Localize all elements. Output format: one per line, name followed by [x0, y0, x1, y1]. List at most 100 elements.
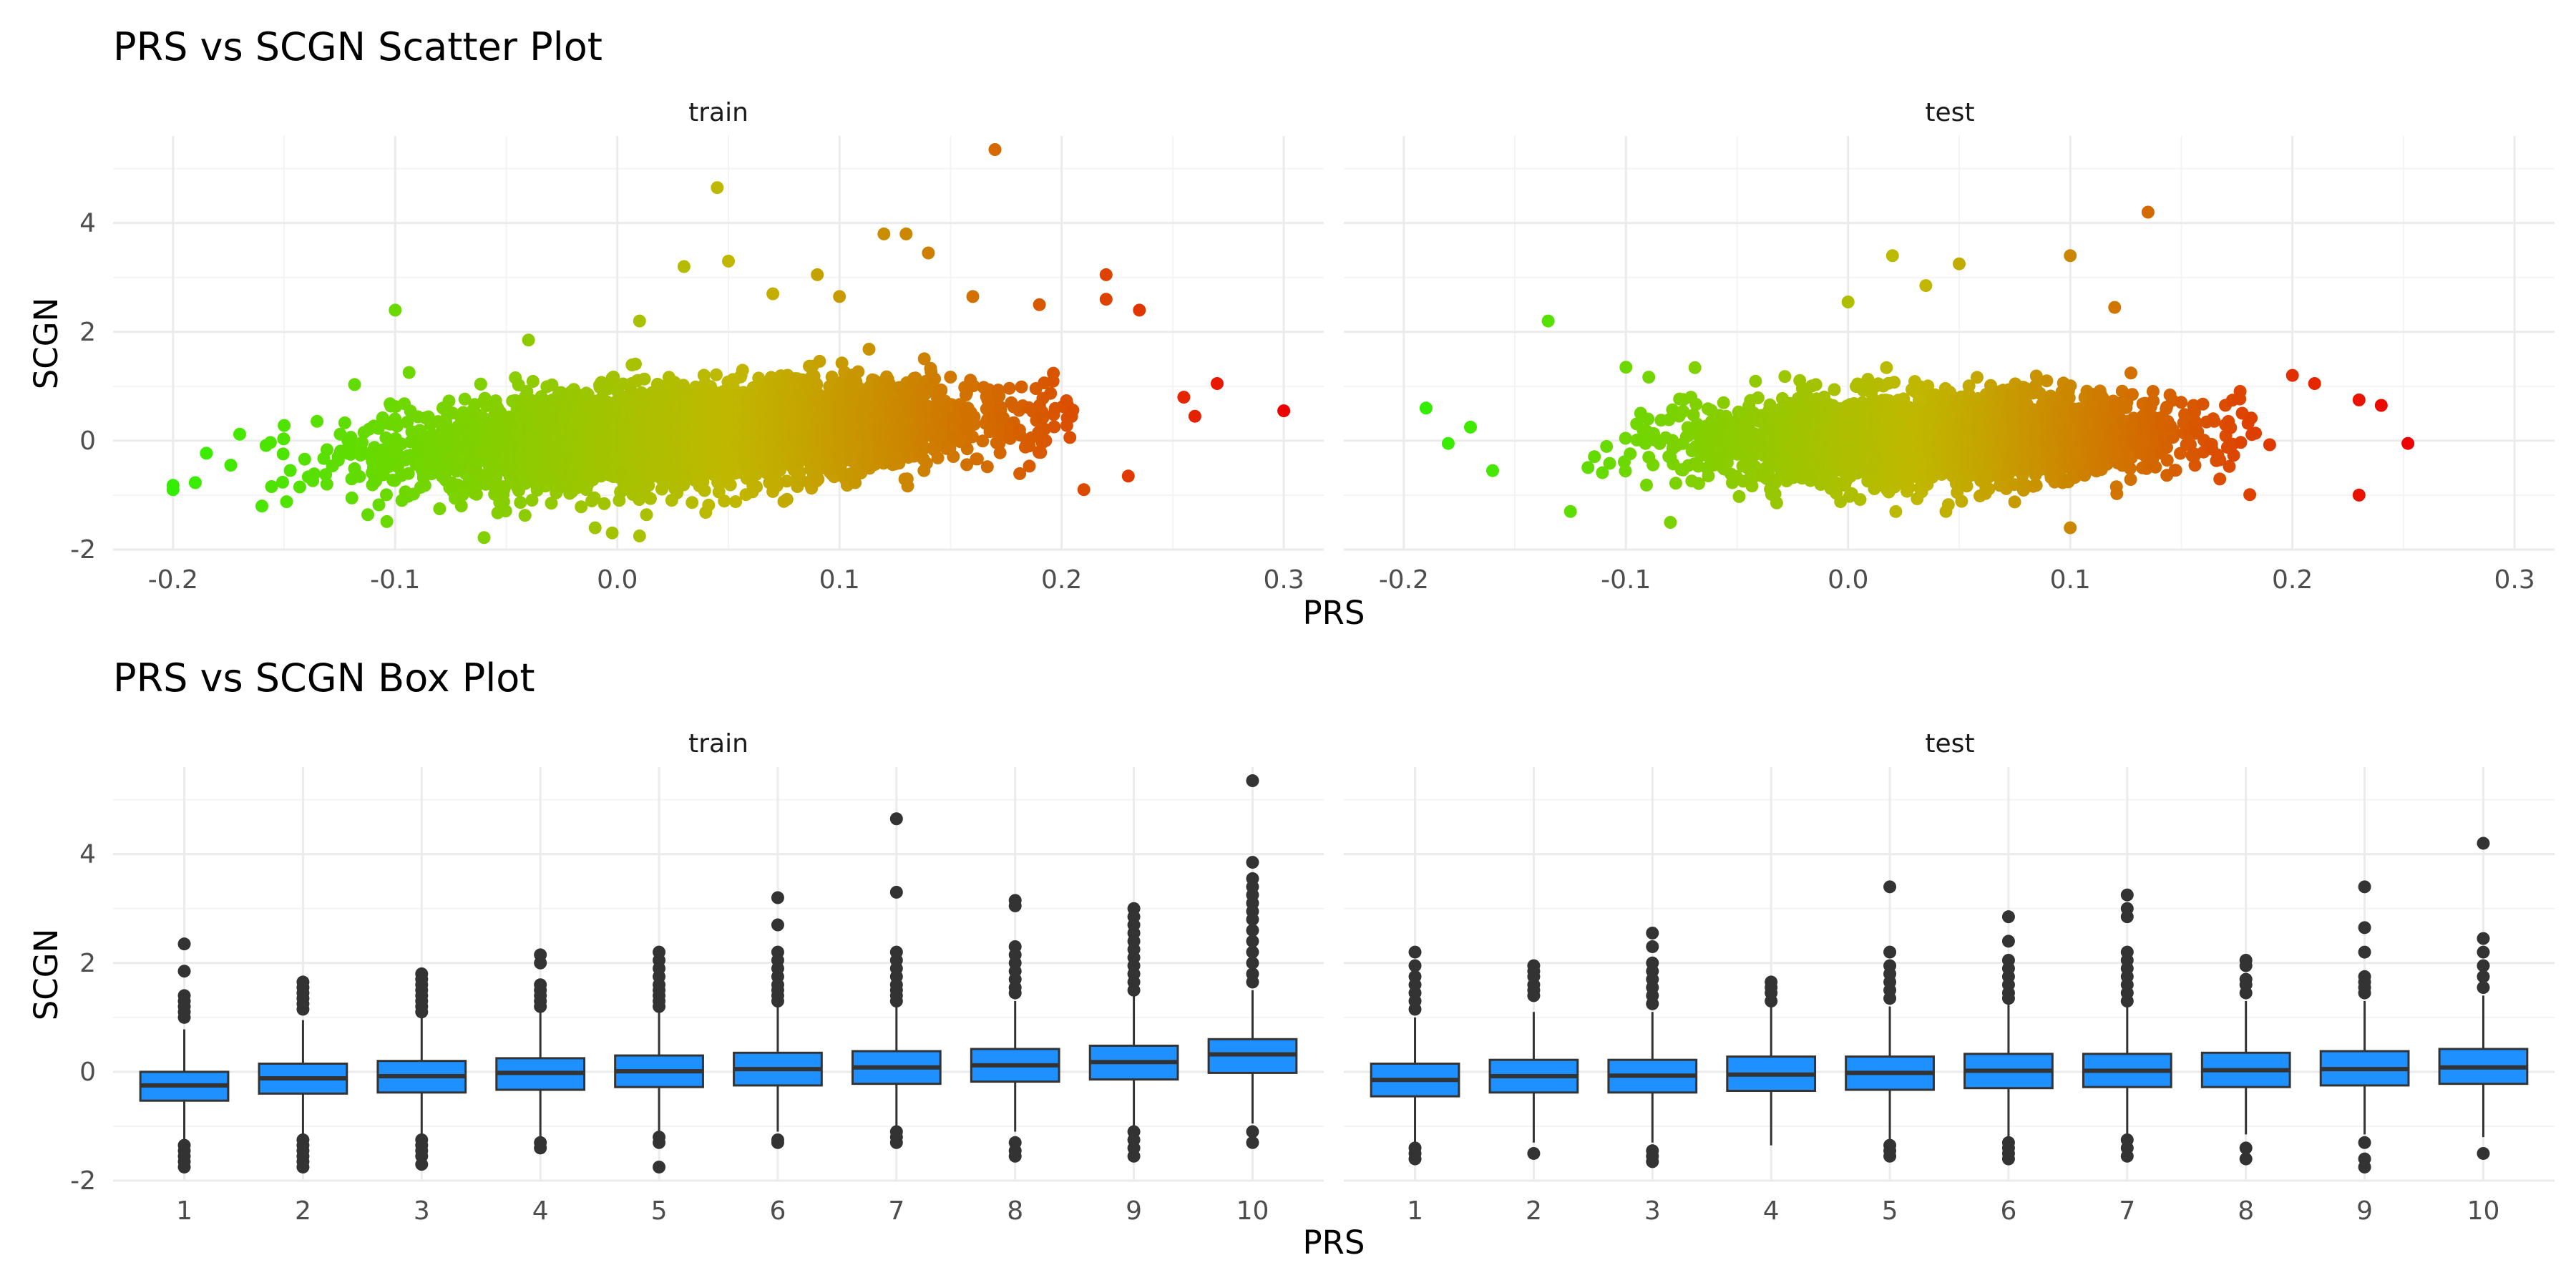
scatter-point: [605, 526, 619, 540]
scatter-point: [1077, 483, 1091, 497]
scatter-point: [1702, 469, 1715, 482]
scatter-point: [638, 372, 651, 386]
y-tick-label: 0: [79, 426, 96, 456]
scatter-point: [522, 333, 535, 347]
scatter-point: [469, 487, 483, 501]
scatter-point: [308, 467, 321, 481]
scatter-point: [575, 500, 588, 514]
scatter-point: [1419, 401, 1433, 415]
scatter-section: PRS vs SCGN Scatter Plot train test -0.2…: [27, 24, 2555, 632]
scatter-point: [1600, 439, 1614, 453]
scatter-point: [967, 410, 981, 424]
y-tick-label: 2: [79, 318, 96, 347]
scatter-point: [629, 357, 642, 371]
scatter-point: [899, 227, 913, 240]
scatter-point: [736, 364, 749, 377]
scatter-point: [1717, 396, 1730, 409]
scatter-point: [1002, 381, 1016, 395]
scatter-point: [280, 495, 293, 509]
scatter-point: [320, 477, 333, 491]
scatter-point: [402, 366, 416, 379]
scatter-point: [993, 446, 1007, 459]
scatter-point: [418, 479, 431, 492]
scatter-point: [356, 436, 369, 449]
scatter-point: [1464, 420, 1477, 434]
scatter-point: [1603, 457, 1616, 470]
x-tick-label: 0.1: [819, 565, 860, 595]
scatter-point: [640, 508, 653, 522]
scatter-point: [353, 469, 366, 483]
scatter-point: [960, 442, 974, 456]
scatter-point: [1841, 296, 1855, 308]
scatter-point: [677, 260, 691, 273]
scatter-point: [389, 303, 402, 317]
scatter-point: [1188, 409, 1201, 423]
x-tick-label: 0.3: [1263, 565, 1304, 595]
scatter-point: [283, 464, 297, 477]
scatter-point: [852, 365, 865, 379]
scatter-point: [877, 227, 891, 240]
x-tick-label: 0.2: [1041, 565, 1082, 595]
scatter-point: [1441, 436, 1455, 450]
scatter-point: [278, 419, 291, 432]
scatter-point: [1689, 398, 1703, 411]
scatter-point: [1640, 478, 1653, 492]
scatter-point: [992, 389, 1006, 403]
scatter-point: [224, 459, 238, 472]
scatter-point: [1642, 371, 1656, 384]
scatter-point: [813, 354, 826, 368]
scatter-point: [477, 531, 491, 545]
scatter-point: [1624, 447, 1637, 461]
scatter-point: [711, 181, 724, 195]
scatter-point: [454, 499, 468, 512]
scatter-point: [401, 416, 414, 429]
scatter-point: [723, 478, 737, 492]
scatter-point: [811, 268, 824, 281]
scatter-point: [1066, 404, 1080, 417]
scatter-point: [1770, 496, 1783, 509]
scatter-point: [433, 502, 447, 515]
scatter-point: [1688, 361, 1702, 374]
scatter-point: [188, 476, 202, 489]
scatter-point: [265, 480, 278, 493]
scatter-point: [1541, 314, 1555, 328]
scatter-point: [1619, 361, 1633, 374]
scatter-point: [780, 492, 794, 506]
scatter-point: [1039, 434, 1053, 447]
scatter-point: [1619, 431, 1632, 445]
scatter-strip-train: train: [688, 98, 748, 127]
scatter-strip-test: test: [1925, 98, 1974, 127]
scatter-point: [380, 514, 394, 528]
scatter-point: [928, 372, 942, 386]
y-tick-label: 4: [79, 209, 96, 238]
scatter-point: [698, 484, 711, 497]
scatter-point: [862, 343, 876, 356]
scatter-point: [750, 480, 763, 494]
scatter-point: [919, 457, 933, 470]
scatter-point: [1809, 378, 1823, 391]
scatter-point: [935, 384, 948, 396]
scatter-point: [1133, 303, 1146, 317]
scatter-point: [718, 494, 731, 508]
scatter-point: [1121, 469, 1135, 483]
scatter-point: [1033, 298, 1046, 311]
scatter-point: [980, 460, 994, 474]
scatter-point: [255, 499, 268, 513]
scatter-point: [1099, 293, 1113, 306]
scatter-point: [372, 498, 386, 512]
scatter-point: [319, 468, 333, 482]
scatter-point: [1664, 516, 1677, 529]
scatter-point: [644, 492, 657, 505]
scatter-point: [1751, 391, 1765, 404]
scatter-point: [166, 479, 180, 492]
scatter-point: [343, 447, 357, 461]
scatter-point: [545, 497, 558, 510]
scatter-point: [901, 479, 914, 493]
scatter-point: [348, 378, 361, 391]
scatter-point: [588, 521, 602, 535]
scatter-title: PRS vs SCGN Scatter Plot: [113, 24, 602, 69]
scatter-point: [1015, 380, 1028, 394]
scatter-point: [587, 491, 601, 504]
scatter-point: [276, 475, 289, 489]
scatter-point: [1588, 450, 1601, 464]
